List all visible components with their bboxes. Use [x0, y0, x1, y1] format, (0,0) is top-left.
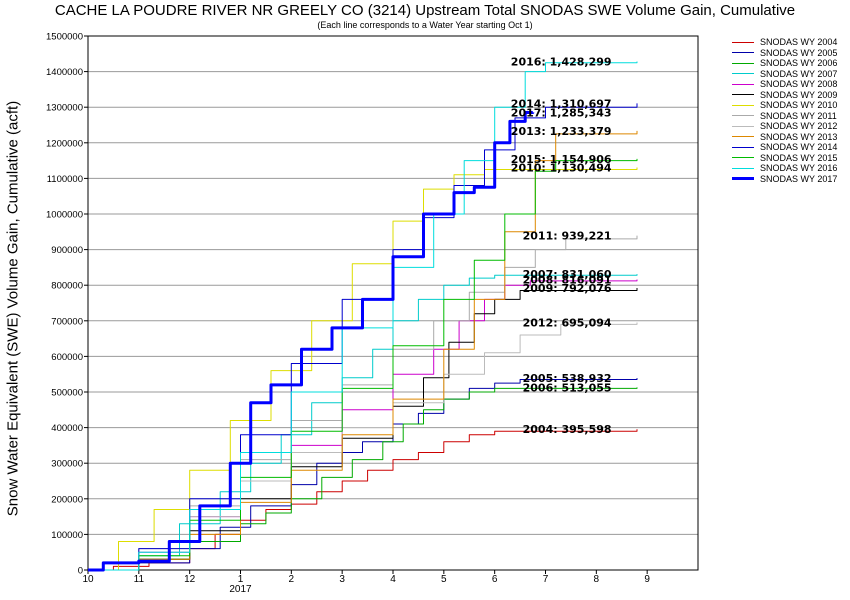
plot-frame [87, 35, 699, 571]
y-tick-label: 1000000 [46, 210, 83, 221]
x-tick-label: 1 [238, 574, 244, 585]
legend-item: SNODAS WY 2015 [732, 153, 837, 164]
legend-label: SNODAS WY 2013 [760, 131, 838, 142]
legend-swatch [732, 62, 754, 64]
series-end-label: 2014: 1,310,697 [511, 97, 612, 110]
legend-swatch [732, 115, 754, 117]
legend-label: SNODAS WY 2009 [760, 89, 838, 100]
legend-swatch [732, 83, 754, 85]
y-tick-label: 600000 [51, 352, 83, 363]
y-tick-label: 500000 [51, 388, 83, 399]
series-end-label: 2009: 792,076 [523, 282, 612, 295]
series-end-label: 2012: 695,094 [523, 317, 612, 330]
y-tick-label: 1100000 [47, 174, 83, 185]
legend-item: SNODAS WY 2009 [732, 90, 837, 101]
legend-item: SNODAS WY 2017 [732, 174, 837, 185]
legend-label: SNODAS WY 2008 [760, 79, 838, 89]
x-tick-label: 11 [134, 574, 145, 585]
legend-item: SNODAS WY 2016 [732, 163, 837, 174]
series-end-label: 2017: 1,285,343 [511, 106, 612, 119]
legend-item: SNODAS WY 2013 [732, 132, 837, 143]
x-tick-label: 12 [184, 574, 196, 585]
legend-label: SNODAS WY 2006 [760, 58, 838, 68]
series-end-label: 2006: 513,055 [523, 381, 612, 394]
legend-label: SNODAS WY 2012 [760, 121, 838, 131]
x-tick-label: 9 [644, 574, 650, 585]
y-tick-label: 700000 [51, 316, 83, 327]
x-tick-label: 3 [339, 574, 345, 585]
y-tick-label: 1500000 [46, 32, 83, 43]
legend: SNODAS WY 2004 SNODAS WY 2005 SNODAS WY 20… [732, 37, 837, 184]
y-tick-label: 0 [78, 566, 83, 577]
legend-item: SNODAS WY 2014 [732, 142, 837, 153]
legend-item: SNODAS WY 2012 [732, 121, 837, 132]
legend-swatch [732, 94, 754, 96]
legend-label: SNODAS WY 2016 [760, 163, 838, 173]
series-end-label: 2013: 1,233,379 [511, 125, 612, 138]
series-line-snodas-wy-2010 [88, 167, 638, 571]
x-tick-label: 5 [441, 574, 447, 585]
x-tick-label: 8 [594, 574, 600, 585]
legend-label: SNODAS WY 2014 [760, 142, 838, 152]
legend-swatch [732, 146, 754, 148]
series-end-label: 2007: 831,060 [523, 268, 612, 281]
legend-swatch [732, 167, 754, 169]
y-tick-label: 300000 [51, 459, 83, 470]
legend-item: SNODAS WY 2005 [732, 48, 837, 59]
legend-swatch [732, 177, 754, 181]
legend-swatch [732, 125, 754, 127]
legend-label: SNODAS WY 2011 [760, 110, 837, 121]
x-tick-label: 6 [492, 574, 498, 585]
legend-label: SNODAS WY 2005 [760, 47, 838, 58]
y-tick-label: 100000 [51, 530, 83, 541]
legend-label: SNODAS WY 2007 [760, 68, 838, 79]
x-tick-label: 4 [390, 574, 396, 585]
legend-item: SNODAS WY 2008 [732, 79, 837, 90]
legend-swatch [732, 73, 754, 75]
series-line-snodas-wy-2014 [88, 103, 638, 571]
x-tick-label: 2 [289, 574, 295, 585]
legend-swatch [732, 41, 754, 43]
legend-item: SNODAS WY 2004 [732, 37, 837, 48]
legend-item: SNODAS WY 2011 [732, 111, 837, 122]
legend-label: SNODAS WY 2017 [760, 173, 838, 184]
series-line-snodas-wy-2017 [88, 111, 535, 572]
y-tick-label: 200000 [51, 494, 83, 505]
series-line-snodas-wy-2006 [88, 387, 638, 571]
legend-label: SNODAS WY 2015 [760, 152, 838, 163]
chart-subtitle: (Each line corresponds to a Water Year s… [317, 20, 533, 30]
legend-swatch [732, 136, 754, 138]
y-tick-label: 900000 [51, 245, 83, 256]
series-end-label: 2008: 816,091 [523, 273, 612, 286]
chart-title: CACHE LA POUDRE RIVER NR GREELY CO (3214… [54, 2, 796, 19]
x-tick-label: 7 [543, 574, 549, 585]
legend-item: SNODAS WY 2010 [732, 100, 837, 111]
legend-swatch [732, 52, 754, 54]
series-end-label: 2016: 1,428,299 [511, 56, 612, 69]
legend-label: SNODAS WY 2010 [760, 100, 838, 110]
series-end-label: 2010: 1,130,494 [511, 162, 612, 175]
legend-label: SNODAS WY 2004 [760, 37, 838, 47]
legend-item: SNODAS WY 2007 [732, 69, 837, 80]
y-tick-label: 1200000 [46, 138, 83, 149]
x-tick-label: 10 [82, 574, 94, 585]
y-tick-label: 400000 [51, 423, 83, 434]
legend-swatch [732, 104, 754, 106]
series-end-label: 2004: 395,598 [523, 423, 612, 436]
series-end-label: 2005: 538,932 [523, 372, 612, 385]
y-tick-label: 800000 [51, 281, 83, 292]
y-tick-label: 1400000 [46, 67, 83, 78]
legend-swatch [732, 157, 754, 159]
x-year-label: 2017 [229, 584, 252, 595]
legend-item: SNODAS WY 2006 [732, 58, 837, 69]
series-end-label: 2011: 939,221 [523, 230, 612, 243]
y-tick-label: 1300000 [46, 103, 83, 114]
series-end-label: 2015: 1,154,906 [511, 153, 612, 166]
